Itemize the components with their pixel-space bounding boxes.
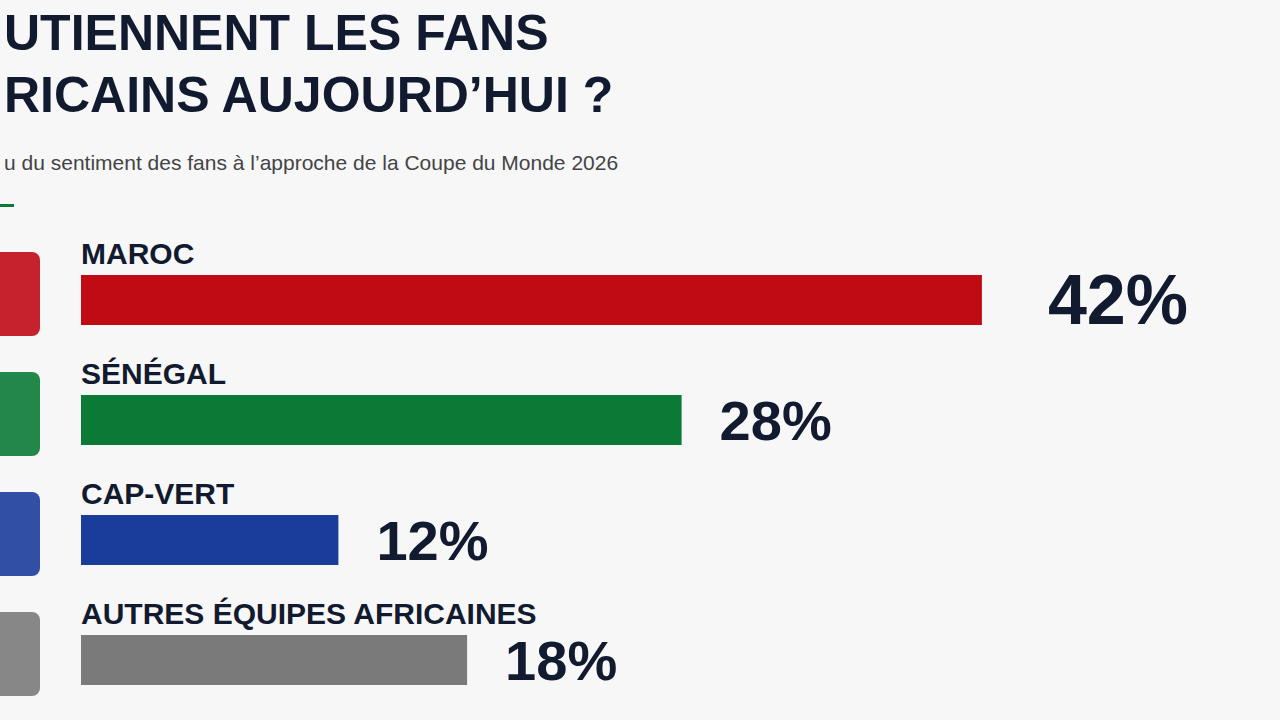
svg-text:28%: 28%	[720, 389, 832, 452]
svg-text:CAP-VERT: CAP-VERT	[81, 477, 234, 510]
svg-text:u du sentiment des fans à l’ap: u du sentiment des fans à l’approche de …	[4, 151, 618, 174]
svg-text:12%: 12%	[376, 509, 488, 572]
svg-text:UTIENNENT LES FANS: UTIENNENT LES FANS	[4, 5, 548, 61]
svg-text:RICAINS AUJOURD’HUI ?: RICAINS AUJOURD’HUI ?	[4, 67, 613, 123]
svg-text:SÉNÉGAL: SÉNÉGAL	[81, 357, 226, 390]
svg-text:AUTRES ÉQUIPES AFRICAINES: AUTRES ÉQUIPES AFRICAINES	[81, 597, 537, 630]
svg-text:MAROC: MAROC	[81, 237, 194, 270]
svg-text:42%: 42%	[1048, 261, 1188, 339]
svg-text:18%: 18%	[505, 629, 617, 692]
